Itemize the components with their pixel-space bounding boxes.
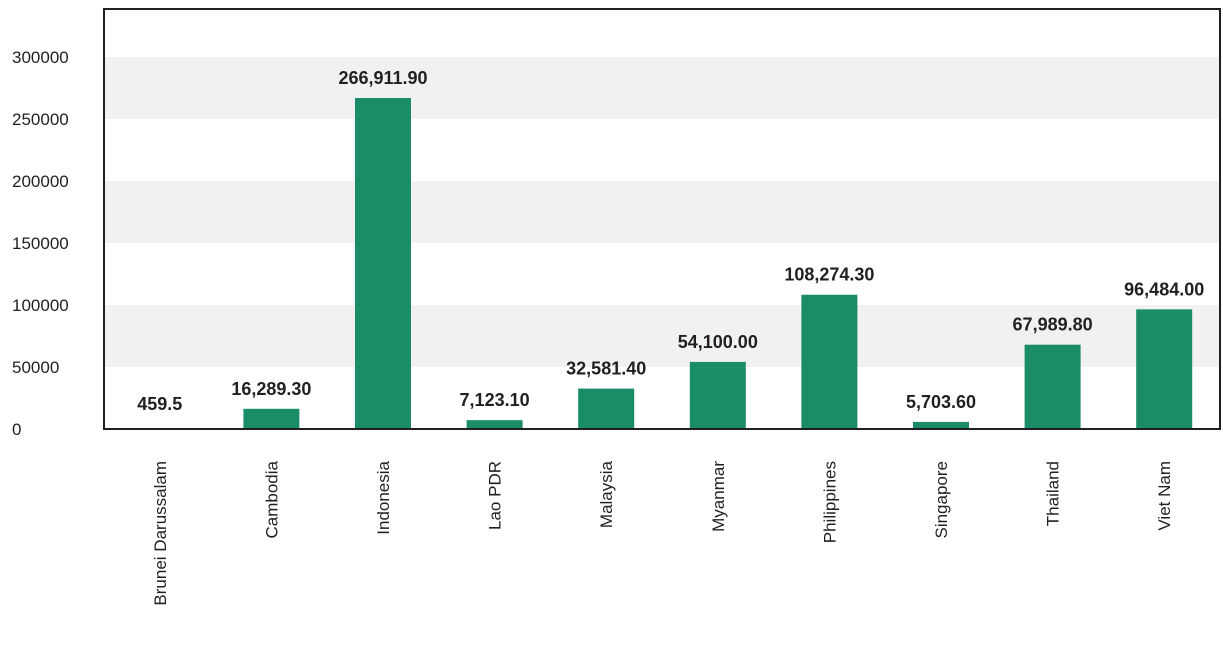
bar (913, 421, 969, 429)
x-axis-ticks: Brunei Darussalam Cambodia Indonesia Lao PD… (151, 460, 1174, 605)
grid-bands (104, 57, 1220, 367)
plot-frame (103, 8, 1221, 430)
x-tick-label: Thailand (1044, 461, 1063, 526)
bar (689, 361, 746, 429)
x-tick-label: Philippines (820, 461, 839, 543)
x-tick-label: Lao PDR (486, 461, 505, 530)
y-tick-label: 200000 (12, 172, 69, 191)
y-tick-label: 0 (12, 420, 21, 439)
data-label: 7,123.10 (460, 390, 530, 410)
bar (801, 294, 858, 429)
bar (355, 98, 411, 430)
x-tick-label: Singapore (932, 461, 951, 539)
bar (243, 408, 300, 429)
y-tick-label: 300000 (12, 48, 69, 67)
grid-band (104, 57, 1220, 119)
data-label: 32,581.40 (566, 359, 646, 379)
bar (1136, 309, 1193, 429)
y-tick-label: 50000 (12, 358, 59, 377)
data-label: 54,100.00 (678, 332, 758, 352)
data-label: 67,989.80 (1013, 315, 1093, 335)
data-labels: 459.5 16,289.30 266,911.90 7,123.10 32,581.4… (137, 68, 1204, 414)
y-tick-label: 100000 (12, 296, 69, 315)
y-axis-ticks: 0 50000 100000 150000 200000 250000 300000 (12, 48, 69, 439)
x-tick-label: Indonesia (374, 460, 393, 534)
bar (1024, 344, 1081, 429)
bar (466, 420, 523, 429)
data-label: 459.5 (137, 394, 182, 414)
y-tick-label: 250000 (12, 110, 69, 129)
x-tick-label: Brunei Darussalam (151, 461, 170, 606)
grid-band (104, 181, 1220, 243)
x-tick-label: Myanmar (709, 461, 728, 532)
data-label: 16,289.30 (231, 379, 311, 399)
bar (578, 388, 635, 429)
data-label: 96,484.00 (1124, 279, 1204, 299)
bars (131, 98, 1193, 430)
data-label: 5,703.60 (906, 392, 976, 412)
x-tick-label: Viet Nam (1155, 461, 1174, 531)
data-label: 266,911.90 (338, 68, 427, 88)
x-tick-label: Malaysia (597, 460, 616, 528)
data-label: 108,274.30 (784, 265, 874, 285)
x-tick-label: Cambodia (262, 460, 281, 538)
y-tick-label: 150000 (12, 234, 69, 253)
